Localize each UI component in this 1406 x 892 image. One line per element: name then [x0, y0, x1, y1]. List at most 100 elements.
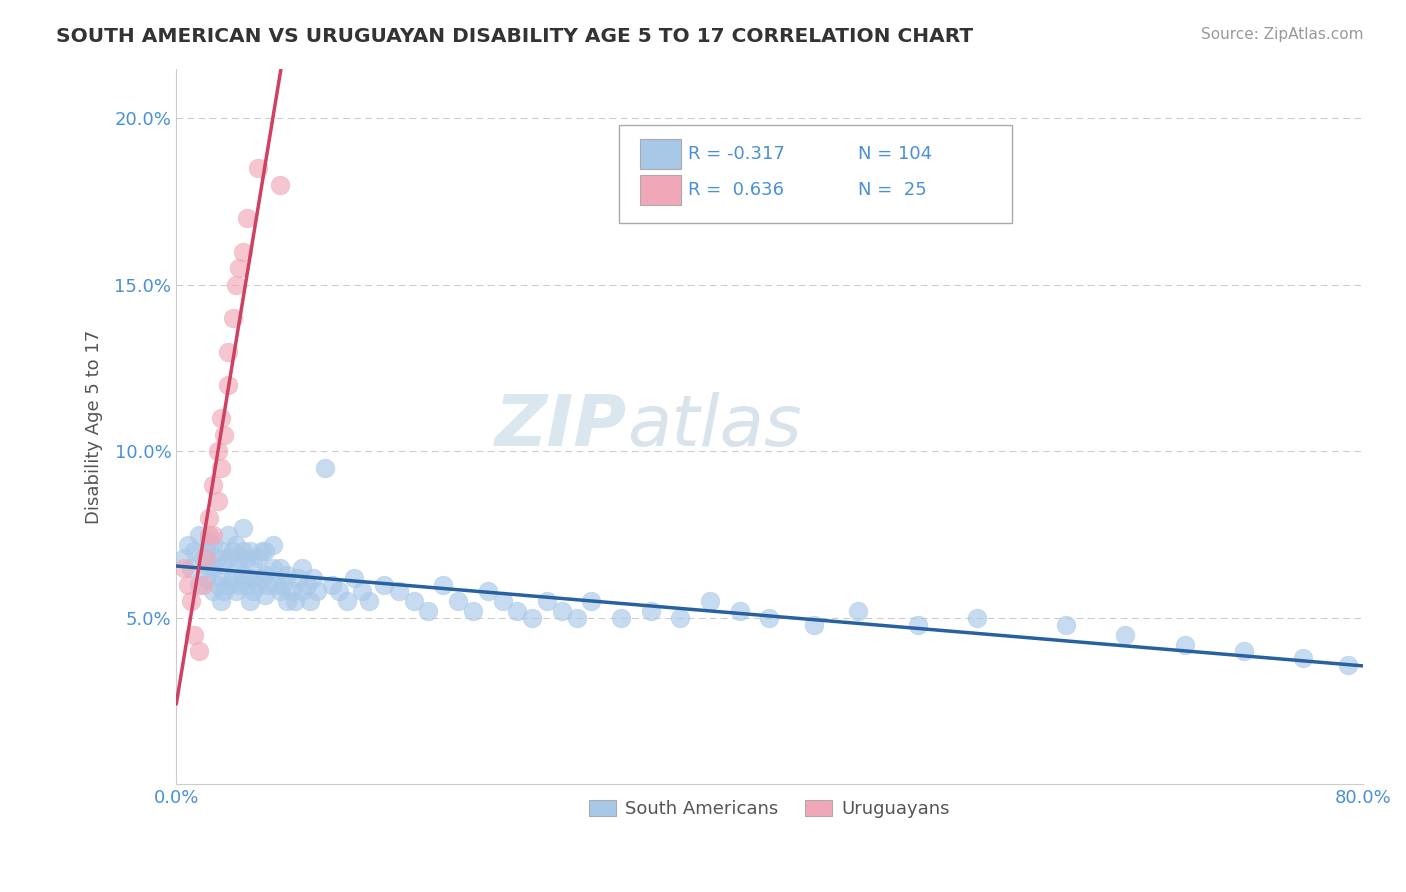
Point [418, 604, 440, 618]
Point [198, 534, 221, 549]
Point [1174, 638, 1197, 652]
Point [246, 577, 269, 591]
Point [209, 571, 232, 585]
Point [252, 571, 274, 585]
Text: Source: ZipAtlas.com: Source: ZipAtlas.com [1201, 27, 1364, 42]
Point [232, 544, 254, 558]
Point [217, 551, 239, 566]
Point [314, 461, 336, 475]
Point [252, 544, 274, 558]
Text: R = -0.317: R = -0.317 [688, 145, 785, 163]
Point [295, 577, 318, 591]
Point [207, 551, 229, 566]
Point [328, 584, 350, 599]
Point [281, 584, 304, 599]
Point [551, 604, 574, 618]
Point [1337, 657, 1360, 672]
Text: ZIP: ZIP [495, 392, 627, 461]
Point [669, 611, 692, 625]
Point [198, 527, 221, 541]
Point [177, 538, 200, 552]
Point [301, 571, 323, 585]
Point [242, 584, 264, 599]
Point [565, 611, 588, 625]
Y-axis label: Disability Age 5 to 17: Disability Age 5 to 17 [86, 329, 103, 524]
Point [257, 577, 280, 591]
Point [183, 544, 205, 558]
Point [221, 571, 243, 585]
Point [212, 584, 235, 599]
Point [236, 577, 259, 591]
Point [1233, 644, 1256, 658]
Point [291, 561, 314, 575]
Point [225, 561, 247, 575]
Point [536, 594, 558, 608]
Point [221, 544, 243, 558]
Point [194, 571, 217, 585]
Legend: South Americans, Uruguayans: South Americans, Uruguayans [582, 793, 957, 825]
Point [202, 538, 225, 552]
Point [194, 544, 217, 558]
Point [477, 584, 499, 599]
Point [209, 411, 232, 425]
Point [461, 604, 484, 618]
Point [180, 594, 202, 608]
Point [1054, 617, 1077, 632]
Point [198, 561, 221, 575]
Point [209, 594, 232, 608]
Point [262, 561, 284, 575]
Point [207, 577, 229, 591]
Point [803, 617, 825, 632]
Point [640, 604, 662, 618]
Point [173, 561, 195, 575]
Text: SOUTH AMERICAN VS URUGUAYAN DISABILITY AGE 5 TO 17 CORRELATION CHART: SOUTH AMERICAN VS URUGUAYAN DISABILITY A… [56, 27, 973, 45]
Point [491, 594, 513, 608]
Point [758, 611, 780, 625]
Point [232, 521, 254, 535]
Point [236, 551, 259, 566]
Point [402, 594, 425, 608]
Point [212, 558, 235, 572]
Point [239, 594, 262, 608]
Point [217, 377, 239, 392]
Text: R =  0.636: R = 0.636 [688, 181, 783, 199]
Point [228, 551, 250, 566]
Point [276, 567, 298, 582]
Point [1114, 627, 1136, 641]
Point [242, 558, 264, 572]
Point [228, 577, 250, 591]
Point [728, 604, 751, 618]
Point [343, 571, 366, 585]
Point [198, 511, 221, 525]
Point [225, 277, 247, 292]
Point [209, 461, 232, 475]
Point [699, 594, 721, 608]
Point [581, 594, 603, 608]
Point [307, 584, 329, 599]
Point [287, 571, 309, 585]
Point [217, 344, 239, 359]
Point [173, 551, 195, 566]
Point [506, 604, 529, 618]
Point [432, 577, 454, 591]
Text: N = 104: N = 104 [858, 145, 932, 163]
Point [187, 577, 209, 591]
Point [212, 427, 235, 442]
Point [209, 544, 232, 558]
Point [187, 527, 209, 541]
Point [336, 594, 359, 608]
Point [207, 444, 229, 458]
Point [191, 551, 214, 566]
Point [232, 244, 254, 259]
Point [202, 561, 225, 575]
Text: N =  25: N = 25 [858, 181, 927, 199]
Point [217, 527, 239, 541]
Point [228, 261, 250, 276]
Point [239, 571, 262, 585]
Point [522, 611, 544, 625]
Point [284, 594, 307, 608]
Point [225, 538, 247, 552]
Point [357, 594, 380, 608]
Point [447, 594, 470, 608]
Point [217, 577, 239, 591]
